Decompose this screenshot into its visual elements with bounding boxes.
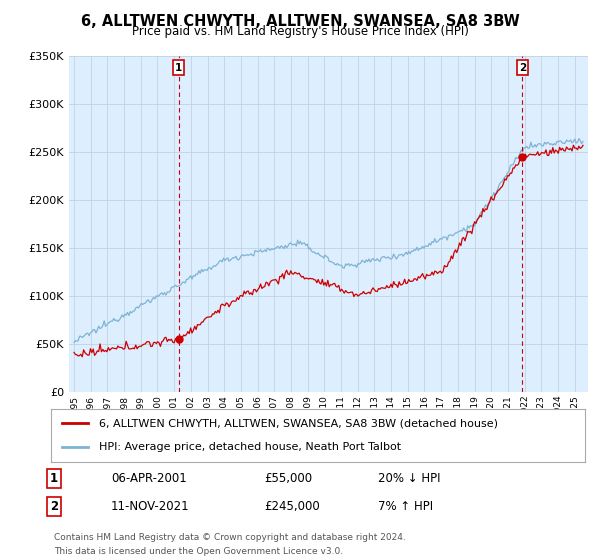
- Text: This data is licensed under the Open Government Licence v3.0.: This data is licensed under the Open Gov…: [54, 547, 343, 556]
- Text: 6, ALLTWEN CHWYTH, ALLTWEN, SWANSEA, SA8 3BW (detached house): 6, ALLTWEN CHWYTH, ALLTWEN, SWANSEA, SA8…: [99, 418, 498, 428]
- Text: 1: 1: [175, 63, 182, 73]
- Text: HPI: Average price, detached house, Neath Port Talbot: HPI: Average price, detached house, Neat…: [99, 442, 401, 452]
- Text: Price paid vs. HM Land Registry's House Price Index (HPI): Price paid vs. HM Land Registry's House …: [131, 25, 469, 38]
- Text: 06-APR-2001: 06-APR-2001: [111, 472, 187, 486]
- Text: £55,000: £55,000: [264, 472, 312, 486]
- Text: Contains HM Land Registry data © Crown copyright and database right 2024.: Contains HM Land Registry data © Crown c…: [54, 533, 406, 542]
- Text: 20% ↓ HPI: 20% ↓ HPI: [378, 472, 440, 486]
- Text: 2: 2: [519, 63, 526, 73]
- Text: 1: 1: [50, 472, 58, 486]
- Text: 2: 2: [50, 500, 58, 514]
- Text: 6, ALLTWEN CHWYTH, ALLTWEN, SWANSEA, SA8 3BW: 6, ALLTWEN CHWYTH, ALLTWEN, SWANSEA, SA8…: [80, 14, 520, 29]
- Text: 7% ↑ HPI: 7% ↑ HPI: [378, 500, 433, 514]
- Text: 11-NOV-2021: 11-NOV-2021: [111, 500, 190, 514]
- Text: £245,000: £245,000: [264, 500, 320, 514]
